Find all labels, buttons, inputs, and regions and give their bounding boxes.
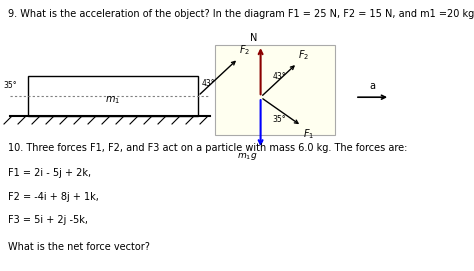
Text: 9. What is the acceleration of the object? In the diagram F1 = 25 N, F2 = 15 N, : 9. What is the acceleration of the objec… (8, 9, 474, 19)
Text: 10. Three forces F1, F2, and F3 act on a particle with mass 6.0 kg. The forces a: 10. Three forces F1, F2, and F3 act on a… (8, 143, 407, 153)
Text: $F_2$: $F_2$ (298, 48, 310, 62)
Text: What is the net force vector?: What is the net force vector? (8, 242, 150, 252)
Text: 43°: 43° (202, 79, 216, 88)
Text: $F_1$: $F_1$ (302, 127, 314, 141)
Bar (28, 76, 198, 116)
Text: N: N (250, 33, 257, 43)
Text: a: a (369, 81, 375, 91)
Text: F2 = -4i + 8j + 1k,: F2 = -4i + 8j + 1k, (8, 192, 99, 202)
Text: $m_1g$: $m_1g$ (237, 151, 257, 162)
Text: $F_2$: $F_2$ (239, 44, 250, 57)
Text: 35°: 35° (3, 81, 17, 90)
Text: F1 = 2i - 5j + 2k,: F1 = 2i - 5j + 2k, (8, 168, 91, 178)
Text: $m_1$: $m_1$ (105, 94, 120, 106)
Text: 43°: 43° (273, 72, 286, 81)
Text: 35°: 35° (273, 115, 286, 124)
Bar (215, 45, 335, 135)
Text: F3 = 5i + 2j -5k,: F3 = 5i + 2j -5k, (8, 215, 88, 225)
